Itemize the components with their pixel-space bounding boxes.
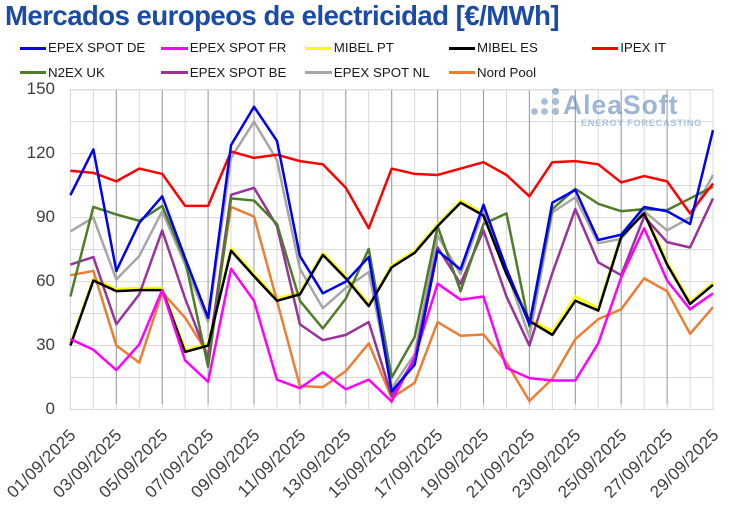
svg-text:AleaSoft: AleaSoft	[563, 90, 679, 120]
svg-text:ENERGY FORECASTING: ENERGY FORECASTING	[581, 117, 702, 128]
